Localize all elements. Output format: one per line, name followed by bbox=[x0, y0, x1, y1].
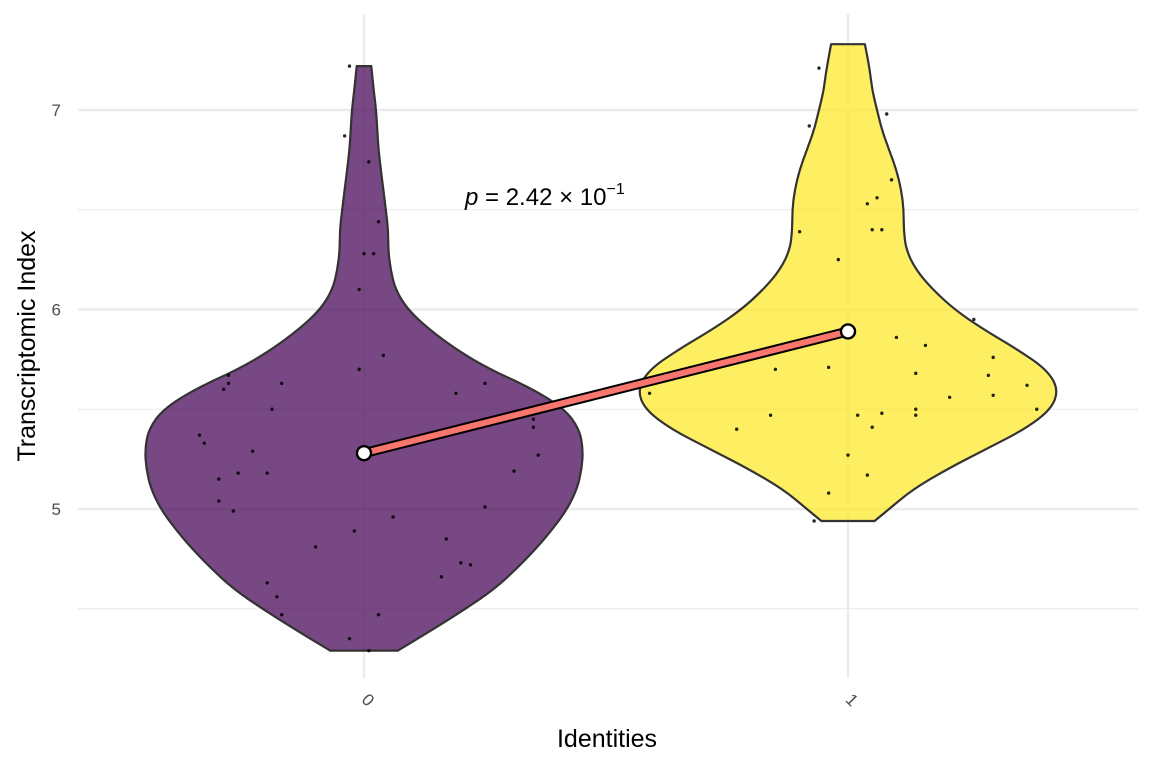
data-point bbox=[439, 575, 444, 579]
data-point bbox=[875, 196, 879, 200]
data-point bbox=[914, 371, 918, 376]
data-point bbox=[817, 66, 821, 70]
data-point bbox=[347, 64, 352, 68]
data-point bbox=[265, 581, 269, 585]
data-point bbox=[807, 124, 811, 128]
data-point bbox=[231, 509, 236, 513]
data-point bbox=[797, 229, 802, 234]
data-point bbox=[773, 367, 778, 372]
data-point bbox=[512, 469, 516, 473]
data-point bbox=[865, 473, 870, 477]
data-point bbox=[894, 335, 899, 340]
data-point bbox=[483, 505, 487, 509]
data-point bbox=[250, 449, 255, 453]
data-point bbox=[459, 561, 463, 565]
data-point bbox=[947, 395, 952, 399]
data-point bbox=[376, 613, 381, 617]
data-point bbox=[846, 453, 850, 457]
data-point bbox=[202, 441, 206, 445]
data-point bbox=[836, 257, 841, 262]
violin-group-1 bbox=[638, 43, 1058, 523]
mean-line bbox=[361, 328, 851, 457]
data-point bbox=[991, 393, 995, 397]
data-point bbox=[280, 613, 284, 617]
y-axis-title: Transcriptomic Index bbox=[13, 230, 41, 462]
data-point bbox=[972, 317, 976, 322]
data-point bbox=[444, 537, 448, 541]
data-point bbox=[468, 563, 473, 567]
data-point bbox=[880, 228, 884, 232]
data-point bbox=[826, 491, 831, 495]
data-point bbox=[381, 353, 386, 358]
data-point bbox=[1025, 383, 1029, 388]
data-point bbox=[826, 365, 831, 370]
data-point bbox=[217, 477, 221, 481]
y-tick-label: 6 bbox=[52, 301, 61, 320]
y-tick-label: 5 bbox=[52, 500, 61, 519]
data-point bbox=[236, 471, 240, 475]
mean-point-1 bbox=[839, 323, 857, 340]
data-point bbox=[986, 373, 991, 378]
data-point bbox=[342, 134, 347, 138]
data-point bbox=[221, 387, 226, 391]
data-point bbox=[734, 427, 739, 431]
violin-group-0 bbox=[144, 65, 584, 652]
data-point bbox=[275, 595, 279, 599]
data-point bbox=[313, 545, 318, 549]
data-point bbox=[885, 112, 889, 116]
data-point bbox=[991, 355, 995, 360]
data-point bbox=[352, 529, 357, 533]
data-point bbox=[391, 515, 395, 519]
data-point bbox=[855, 413, 860, 417]
data-point bbox=[357, 287, 361, 292]
data-point bbox=[280, 381, 284, 386]
data-point bbox=[226, 373, 231, 378]
data-point bbox=[870, 425, 874, 429]
data-point bbox=[536, 453, 540, 457]
data-point bbox=[270, 407, 274, 411]
data-point bbox=[357, 367, 361, 372]
data-point bbox=[367, 648, 371, 653]
y-tick-label: 7 bbox=[52, 101, 61, 120]
data-point bbox=[812, 519, 816, 523]
data-point bbox=[376, 220, 381, 224]
data-point bbox=[197, 433, 202, 437]
data-point bbox=[889, 178, 894, 182]
data-point bbox=[347, 636, 352, 641]
data-points bbox=[197, 64, 1039, 653]
p-value-annotation: p = 2.42 × 10−1 bbox=[464, 181, 625, 211]
data-point bbox=[880, 411, 884, 415]
x-axis-title: Identities bbox=[557, 725, 657, 753]
data-point bbox=[265, 471, 269, 475]
data-point bbox=[768, 413, 773, 417]
data-point bbox=[367, 160, 371, 164]
data-point bbox=[865, 202, 870, 206]
data-point bbox=[914, 413, 918, 417]
data-point bbox=[647, 391, 652, 395]
data-point bbox=[226, 381, 231, 386]
data-point bbox=[371, 251, 376, 256]
data-point bbox=[923, 343, 928, 348]
y-tick-labels: 5 6 7 bbox=[52, 101, 61, 519]
data-point bbox=[914, 407, 918, 411]
mean-point-0 bbox=[355, 444, 373, 462]
data-point bbox=[483, 381, 487, 386]
data-point bbox=[870, 228, 874, 232]
data-point bbox=[217, 499, 221, 503]
data-point bbox=[454, 391, 458, 395]
violins bbox=[144, 43, 1058, 652]
data-point bbox=[1035, 407, 1039, 411]
mean-connector bbox=[355, 323, 857, 462]
data-point bbox=[531, 425, 536, 429]
data-point bbox=[362, 251, 366, 256]
data-point bbox=[531, 417, 536, 421]
